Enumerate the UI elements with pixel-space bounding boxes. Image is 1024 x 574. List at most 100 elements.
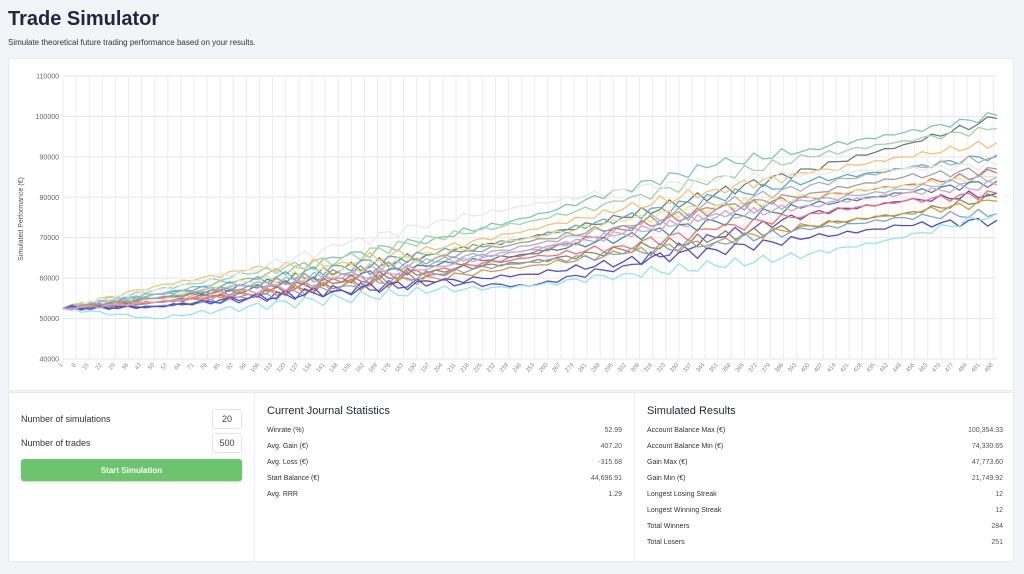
- x-tick-label: 400: [800, 362, 811, 374]
- x-tick-label: 309: [630, 362, 641, 374]
- x-tick-label: 43: [134, 362, 143, 371]
- simulation-series-line: [62, 217, 998, 310]
- stat-row: Longest Losing Streak 12: [647, 486, 1003, 502]
- x-tick-label: 113: [263, 362, 274, 374]
- stat-label: Gain Max (€): [647, 458, 688, 466]
- stat-row: Avg. Loss (€) -315.68: [267, 454, 622, 470]
- x-tick-label: 449: [892, 362, 903, 374]
- stat-label: Total Losers: [647, 538, 685, 546]
- x-tick-label: 274: [564, 362, 575, 374]
- x-tick-label: 106: [250, 362, 261, 374]
- x-tick-label: 57: [160, 362, 169, 371]
- stat-value: 12: [995, 506, 1003, 514]
- stat-row: Gain Max (€) 47,773.60: [647, 454, 1003, 470]
- x-tick-label: 365: [735, 362, 746, 374]
- x-tick-label: 50: [147, 362, 156, 371]
- stat-label: Longest Losing Streak: [647, 490, 717, 498]
- y-tick-label: 110000: [36, 74, 59, 81]
- stat-label: Account Balance Min (€): [647, 442, 724, 450]
- x-tick-label: 288: [591, 362, 602, 374]
- x-tick-label: 351: [709, 362, 720, 374]
- x-tick-label: 330: [669, 362, 680, 374]
- x-tick-label: 358: [722, 362, 733, 374]
- x-tick-label: 316: [643, 362, 654, 374]
- stat-row: Longest Winning Streak 12: [647, 502, 1003, 518]
- x-tick-label: 85: [213, 362, 222, 371]
- x-tick-label: 92: [226, 362, 235, 371]
- x-tick-label: 197: [420, 362, 431, 374]
- x-tick-label: 64: [174, 362, 183, 371]
- trades-input[interactable]: [212, 433, 242, 453]
- stat-label: Avg. Loss (€): [267, 458, 309, 466]
- x-tick-label: 141: [316, 362, 327, 374]
- x-tick-label: 169: [368, 362, 379, 374]
- x-tick-label: 162: [355, 362, 366, 374]
- x-tick-label: 127: [289, 362, 300, 374]
- page-subtitle: Simulate theoretical future trading perf…: [8, 38, 256, 47]
- stat-row: Total Winners 284: [647, 518, 1003, 534]
- x-tick-label: 246: [512, 362, 523, 374]
- start-simulation-button[interactable]: Start Simulation: [21, 459, 242, 481]
- simulated-results: Simulated Results Account Balance Max (€…: [634, 393, 1015, 561]
- x-tick-label: 428: [853, 362, 864, 374]
- journal-title: Current Journal Statistics: [267, 405, 390, 417]
- x-tick-label: 477: [944, 362, 955, 374]
- x-tick-label: 421: [840, 362, 851, 374]
- stat-label: Account Balance Max (€): [647, 426, 726, 434]
- page-title: Trade Simulator: [8, 8, 160, 30]
- x-tick-label: 232: [486, 362, 497, 374]
- stat-row: Avg. RRR 1.29: [267, 486, 622, 502]
- x-tick-label: 134: [302, 362, 313, 374]
- simulation-controls: Number of simulations Number of trades S…: [9, 393, 254, 561]
- x-tick-label: 407: [813, 362, 824, 374]
- x-tick-label: 155: [342, 362, 353, 374]
- x-tick-label: 470: [931, 362, 942, 374]
- stat-label: Winrate (%): [267, 426, 304, 434]
- y-tick-label: 50000: [40, 316, 60, 323]
- simulations-label: Number of simulations: [21, 414, 111, 424]
- simulation-series-line: [62, 190, 998, 310]
- x-tick-label: 386: [774, 362, 785, 374]
- stat-value: 12: [995, 490, 1003, 498]
- x-tick-label: 484: [958, 362, 969, 374]
- x-tick-label: 120: [276, 362, 287, 374]
- x-tick-label: 36: [121, 362, 130, 371]
- y-tick-label: 90000: [40, 154, 60, 161]
- x-tick-label: 267: [551, 362, 562, 374]
- x-tick-label: 281: [578, 362, 589, 374]
- x-tick-label: 393: [787, 362, 798, 374]
- x-tick-label: 337: [682, 362, 693, 374]
- stat-row: Avg. Gain (€) 407.20: [267, 438, 622, 454]
- y-tick-label: 40000: [40, 357, 60, 364]
- x-tick-label: 414: [827, 362, 838, 374]
- x-tick-label: 204: [433, 362, 444, 374]
- stat-value: 284: [991, 522, 1003, 530]
- stat-label: Avg. Gain (€): [267, 442, 309, 450]
- stat-value: 100,354.33: [967, 426, 1003, 434]
- x-tick-label: 344: [696, 362, 707, 374]
- trades-label: Number of trades: [21, 438, 91, 448]
- x-tick-label: 260: [538, 362, 549, 374]
- x-tick-label: 29: [108, 362, 117, 371]
- x-tick-label: 302: [617, 362, 628, 374]
- x-tick-label: 491: [971, 362, 982, 374]
- stat-label: Start Balance (€): [267, 474, 320, 482]
- x-tick-label: 253: [525, 362, 536, 374]
- y-axis-label: Simulated Performance (€): [18, 177, 25, 261]
- stat-label: Longest Winning Streak: [647, 506, 722, 514]
- stat-row: Account Balance Max (€) 100,354.33: [647, 422, 1003, 438]
- stat-row: Gain Min (€) 21,749.92: [647, 470, 1003, 486]
- simulation-series-line: [62, 160, 998, 310]
- stat-value: 47,773.60: [971, 458, 1003, 466]
- journal-statistics: Current Journal Statistics Winrate (%) 52…: [254, 393, 634, 561]
- simulations-input[interactable]: [212, 409, 242, 429]
- stat-row: Total Losers 251: [647, 534, 1003, 550]
- x-tick-label: 456: [905, 362, 916, 374]
- simulation-series-line: [62, 166, 998, 310]
- x-tick-label: 498: [984, 362, 995, 374]
- x-tick-label: 22: [95, 362, 104, 371]
- x-tick-label: 190: [407, 362, 418, 374]
- x-tick-label: 463: [918, 362, 929, 374]
- results-title: Simulated Results: [647, 405, 736, 417]
- y-tick-label: 60000: [40, 276, 60, 283]
